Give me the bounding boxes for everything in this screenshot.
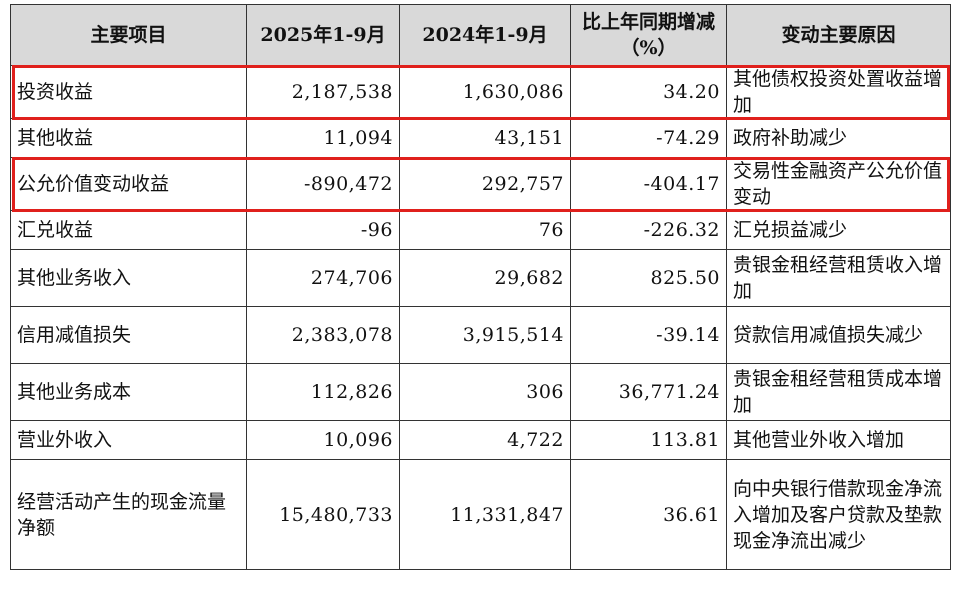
table-header-row: 主要项目 2025年1-9月 2024年1-9月 比上年同期增减（%） 变动主要…: [10, 4, 951, 66]
row-change: -226.32: [570, 210, 727, 250]
table-row: 营业外收入 10,096 4,722 113.81 其他营业外收入增加: [10, 420, 951, 460]
row-current: -890,472: [246, 157, 400, 211]
table-row: 其他收益 11,094 43,151 -74.29 政府补助减少: [10, 118, 951, 158]
row-reason: 政府补助减少: [726, 118, 951, 158]
row-current: 15,480,733: [246, 459, 400, 570]
row-reason: 贵银金租经营租赁收入增加: [726, 249, 951, 307]
row-reason: 向中央银行借款现金净流入增加及客户贷款及垫款现金净流出减少: [726, 459, 951, 570]
row-previous: 4,722: [399, 420, 571, 460]
row-current: 112,826: [246, 363, 400, 421]
row-current: 274,706: [246, 249, 400, 307]
row-current: 2,383,078: [246, 306, 400, 364]
table-row: 公允价值变动收益 -890,472 292,757 -404.17 交易性金融资…: [10, 157, 951, 211]
row-current: 11,094: [246, 118, 400, 158]
row-change: -39.14: [570, 306, 727, 364]
row-previous: 29,682: [399, 249, 571, 307]
row-previous: 3,915,514: [399, 306, 571, 364]
header-previous-period: 2024年1-9月: [399, 4, 571, 66]
row-item: 投资收益: [10, 65, 247, 119]
financial-table: 主要项目 2025年1-9月 2024年1-9月 比上年同期增减（%） 变动主要…: [10, 4, 951, 570]
row-item: 经营活动产生的现金流量净额: [10, 459, 247, 570]
row-reason: 其他营业外收入增加: [726, 420, 951, 460]
header-current-period: 2025年1-9月: [246, 4, 400, 66]
row-previous: 11,331,847: [399, 459, 571, 570]
header-item: 主要项目: [10, 4, 247, 66]
row-previous: 292,757: [399, 157, 571, 211]
row-current: -96: [246, 210, 400, 250]
row-previous: 43,151: [399, 118, 571, 158]
header-reason: 变动主要原因: [726, 4, 951, 66]
table-row: 其他业务成本 112,826 306 36,771.24 贵银金租经营租赁成本增…: [10, 363, 951, 421]
row-previous: 1,630,086: [399, 65, 571, 119]
row-item: 公允价值变动收益: [10, 157, 247, 211]
table-row: 经营活动产生的现金流量净额 15,480,733 11,331,847 36.6…: [10, 459, 951, 570]
row-change: 34.20: [570, 65, 727, 119]
row-item: 其他业务收入: [10, 249, 247, 307]
row-change: 36,771.24: [570, 363, 727, 421]
row-current: 2,187,538: [246, 65, 400, 119]
row-change: 36.61: [570, 459, 727, 570]
row-reason: 贷款信用减值损失减少: [726, 306, 951, 364]
header-change-percent: 比上年同期增减（%）: [570, 4, 727, 66]
table-row: 信用减值损失 2,383,078 3,915,514 -39.14 贷款信用减值…: [10, 306, 951, 364]
row-item: 其他收益: [10, 118, 247, 158]
row-change: -74.29: [570, 118, 727, 158]
row-reason: 贵银金租经营租赁成本增加: [726, 363, 951, 421]
table-row: 汇兑收益 -96 76 -226.32 汇兑损益减少: [10, 210, 951, 250]
row-item: 营业外收入: [10, 420, 247, 460]
row-change: 113.81: [570, 420, 727, 460]
row-previous: 76: [399, 210, 571, 250]
row-change: 825.50: [570, 249, 727, 307]
row-reason: 其他债权投资处置收益增加: [726, 65, 951, 119]
table-row: 投资收益 2,187,538 1,630,086 34.20 其他债权投资处置收…: [10, 65, 951, 119]
table-row: 其他业务收入 274,706 29,682 825.50 贵银金租经营租赁收入增…: [10, 249, 951, 307]
row-item: 其他业务成本: [10, 363, 247, 421]
row-change: -404.17: [570, 157, 727, 211]
row-current: 10,096: [246, 420, 400, 460]
row-previous: 306: [399, 363, 571, 421]
row-item: 汇兑收益: [10, 210, 247, 250]
row-item: 信用减值损失: [10, 306, 247, 364]
row-reason: 交易性金融资产公允价值变动: [726, 157, 951, 211]
row-reason: 汇兑损益减少: [726, 210, 951, 250]
